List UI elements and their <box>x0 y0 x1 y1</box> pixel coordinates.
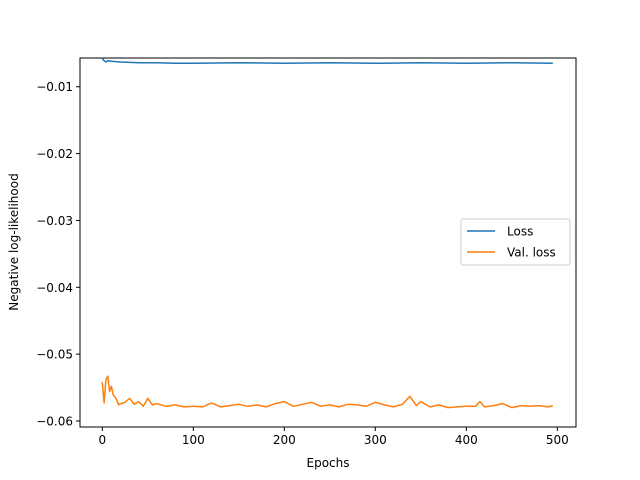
legend-label-val-loss: Val. loss <box>507 246 556 260</box>
axes-frame <box>79 57 577 428</box>
x-tick-label: 500 <box>546 433 569 447</box>
y-tick-label: −0.02 <box>36 147 73 161</box>
legend: Loss Val. loss <box>460 218 571 266</box>
y-axis-ticks: −0.06 −0.05 −0.04 −0.03 −0.02 −0.01 <box>36 80 80 428</box>
y-tick-label: −0.04 <box>36 281 73 295</box>
series-line-val-loss <box>101 375 554 409</box>
x-axis-ticks: 0 100 200 300 400 500 <box>98 427 569 447</box>
series-line-loss <box>101 58 553 65</box>
x-tick-label: 400 <box>455 433 478 447</box>
x-tick-label: 200 <box>273 433 296 447</box>
y-tick-label: −0.05 <box>36 348 73 362</box>
x-tick-label: 100 <box>182 433 205 447</box>
legend-label-loss: Loss <box>507 225 533 239</box>
x-tick-label: 0 <box>98 433 106 447</box>
plot-area <box>101 58 554 409</box>
x-axis-title: Epochs <box>307 456 350 470</box>
y-axis-title: Negative log-likelihood <box>7 173 21 310</box>
y-tick-label: −0.01 <box>36 80 73 94</box>
x-tick-label: 300 <box>364 433 387 447</box>
y-tick-label: −0.06 <box>36 414 73 428</box>
y-tick-label: −0.03 <box>36 214 73 228</box>
